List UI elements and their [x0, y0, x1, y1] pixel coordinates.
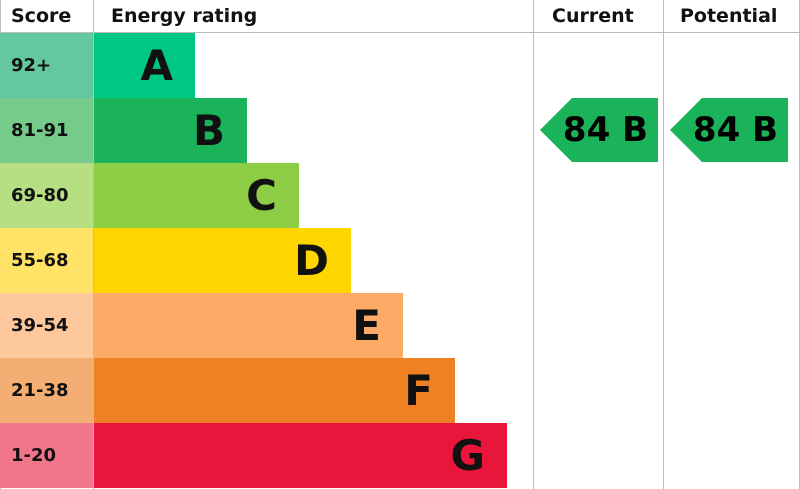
score-range-a: 92+ [0, 33, 93, 98]
divider [93, 0, 94, 489]
band-letter: D [294, 236, 329, 285]
current-rating-arrow: 84 B [540, 98, 658, 162]
band-letter: F [404, 366, 433, 415]
potential-rating-label: 84 B [692, 110, 778, 150]
score-range-g: 1-20 [0, 423, 93, 488]
band-letter: C [246, 171, 277, 220]
band-letter: G [450, 431, 485, 480]
header-score: Score [11, 5, 72, 27]
band-letter: A [140, 41, 173, 90]
score-range-e: 39-54 [0, 293, 93, 358]
score-range-c: 69-80 [0, 163, 93, 228]
band-bar-a: A [94, 33, 195, 98]
band-letter: B [192, 106, 225, 155]
score-range-d: 55-68 [0, 228, 93, 293]
band-bar-c: C [94, 163, 299, 228]
header-energy-rating: Energy rating [111, 5, 258, 27]
header-divider [0, 32, 800, 33]
header-current: Current [552, 5, 634, 27]
current-rating-label: 84 B [562, 110, 648, 150]
score-range-f: 21-38 [0, 358, 93, 423]
band-bar-g: G [94, 423, 507, 488]
band-bar-b: B [94, 98, 247, 163]
score-range-b: 81-91 [0, 98, 93, 163]
potential-rating-arrow: 84 B [670, 98, 788, 162]
band-bar-f: F [94, 358, 455, 423]
header-potential: Potential [680, 5, 778, 27]
divider [533, 0, 534, 489]
band-bar-e: E [94, 293, 403, 358]
divider [663, 0, 664, 489]
band-bar-d: D [94, 228, 351, 293]
band-letter: E [352, 301, 381, 350]
